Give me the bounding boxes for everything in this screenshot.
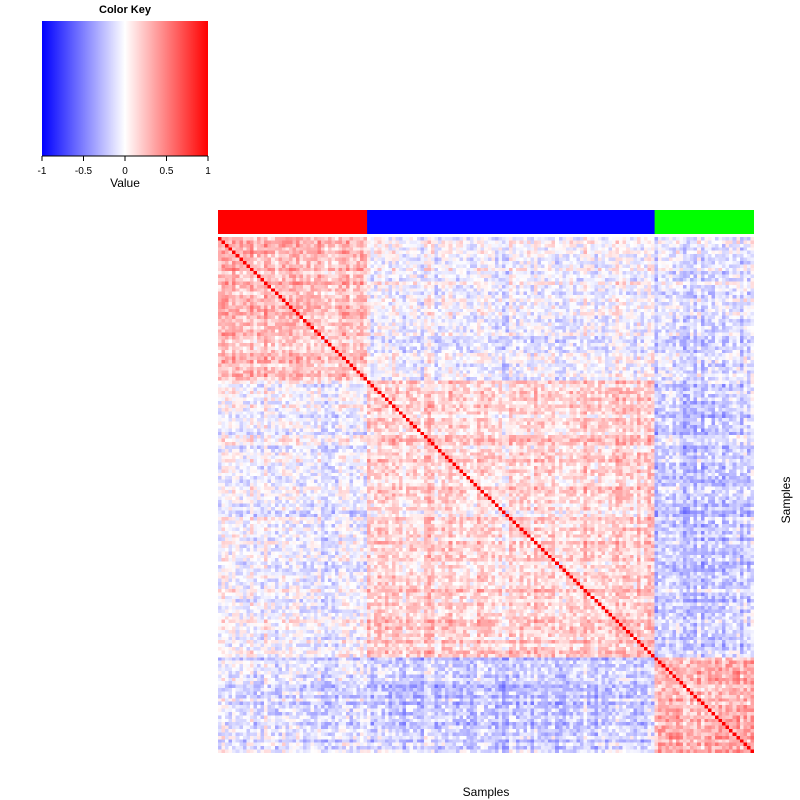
sample-group-3-segment [654, 210, 754, 234]
y-axis-label: Samples [779, 476, 793, 524]
x-axis-label: Samples [462, 785, 510, 799]
color-key-tick-label: -1 [38, 166, 47, 177]
color-key-label: Value [110, 176, 140, 190]
sample-group-1-segment [218, 210, 368, 234]
color-key-tick-label: 0.5 [160, 166, 174, 177]
color-key-title: Color Key [99, 4, 151, 16]
correlation-heatmap [218, 237, 754, 753]
color-key-tick-label: 1 [205, 166, 211, 177]
color-key-gradient [42, 21, 208, 156]
color-key-axis: -1 -0.5 0 0.5 1 [38, 155, 211, 177]
sample-group-2-segment [367, 210, 656, 234]
color-key-tick-label: -0.5 [75, 166, 93, 177]
color-key-tick-label: 0 [122, 166, 128, 177]
sample-group-color-bar [218, 210, 754, 234]
